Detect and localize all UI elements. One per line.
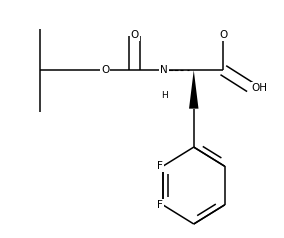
Text: O: O [130,30,139,40]
Text: OH: OH [251,83,268,93]
Text: F: F [157,200,163,210]
Text: F: F [157,161,163,171]
Text: O: O [101,65,109,75]
Polygon shape [189,70,199,109]
Text: N: N [160,65,168,75]
Text: H: H [161,91,168,100]
Text: O: O [219,30,227,40]
